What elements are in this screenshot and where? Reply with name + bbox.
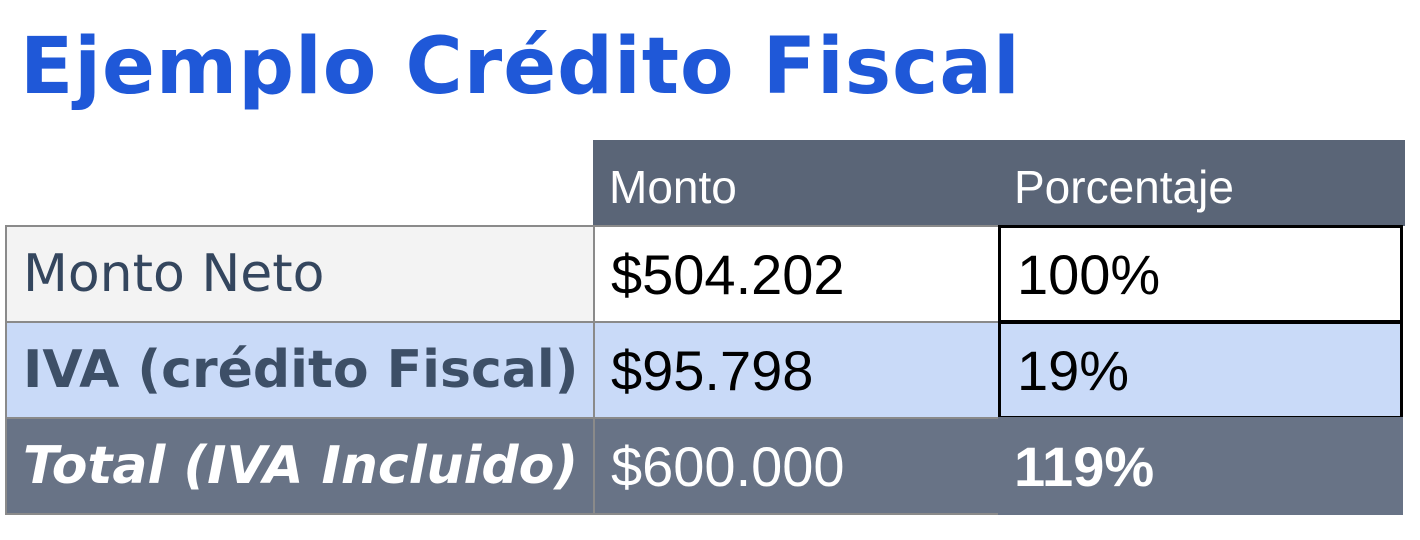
column-header: Porcentaje xyxy=(998,140,1405,226)
amount: $95.798 xyxy=(593,321,1000,419)
row-label: IVA (crédito Fiscal) xyxy=(5,321,595,419)
title: Ejemplo Crédito Fiscal xyxy=(20,22,1021,112)
percentage: 119% xyxy=(998,417,1403,515)
percentage: 19% xyxy=(998,321,1403,419)
amount: $600.000 xyxy=(593,417,1000,515)
percentage: 100% xyxy=(998,225,1403,323)
row-label: Monto Neto xyxy=(5,225,595,323)
amount: $504.202 xyxy=(593,225,1000,323)
column-header: Monto xyxy=(593,140,998,226)
row-label: Total (IVA Incluido) xyxy=(5,417,595,515)
